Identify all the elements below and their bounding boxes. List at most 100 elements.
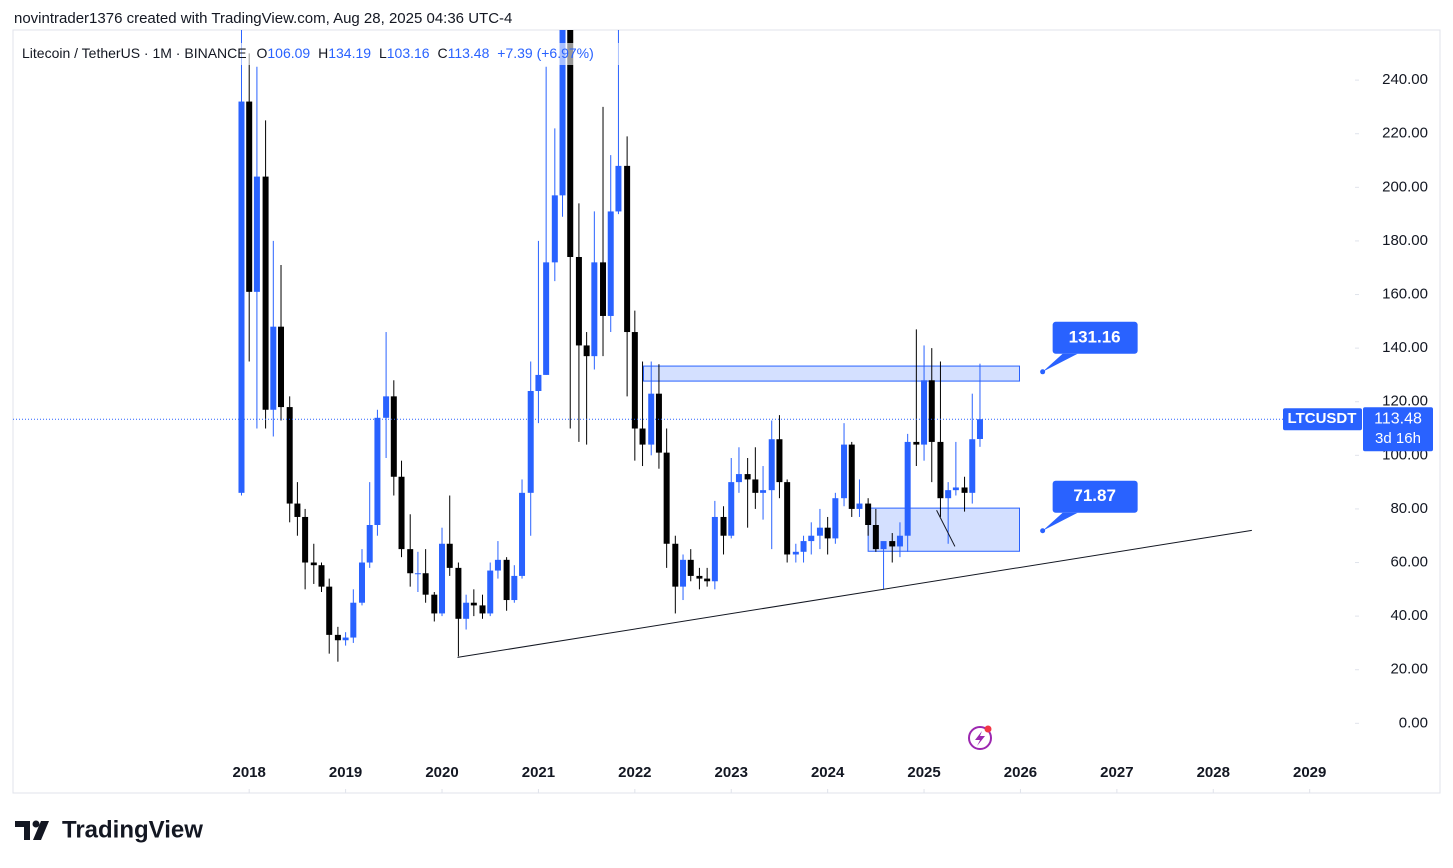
chart-frame <box>12 29 1441 794</box>
candle-body <box>439 543 446 614</box>
legend-o: O <box>257 45 268 61</box>
candle-body <box>937 441 944 499</box>
x-tick-label: 2019 <box>329 764 362 781</box>
candle-body <box>431 594 438 614</box>
candle-body <box>559 30 566 196</box>
ticker-label: LTCUSDT <box>1288 410 1357 427</box>
candle-body <box>824 527 831 539</box>
candle-body <box>816 527 823 536</box>
candle-body <box>800 541 807 552</box>
x-tick-label: 2021 <box>522 764 555 781</box>
candle-body <box>463 602 470 619</box>
candle-body <box>238 101 245 493</box>
x-tick-label: 2022 <box>618 764 651 781</box>
legend-c: C <box>437 45 447 61</box>
candle-body <box>760 490 767 493</box>
candle-body <box>880 541 887 550</box>
y-tick-label: 240.00 <box>1382 71 1428 88</box>
candle-body <box>253 176 260 292</box>
candle-body <box>278 326 285 408</box>
candle-body <box>358 562 365 603</box>
candle-body <box>728 482 735 536</box>
y-tick-label: 40.00 <box>1390 607 1428 624</box>
candle-body <box>808 535 815 542</box>
candle-body <box>479 605 486 614</box>
candle-body <box>286 407 293 504</box>
candle-body <box>680 559 687 587</box>
trend-line <box>457 529 1252 658</box>
candle-body <box>872 524 879 550</box>
candle-body <box>624 165 631 333</box>
candle-body <box>663 452 670 544</box>
candle-body <box>334 634 341 641</box>
x-tick-label: 2026 <box>1004 764 1037 781</box>
price-tag-value: 113.48 <box>1374 410 1422 427</box>
callout-pointer <box>1042 512 1078 531</box>
candle-body <box>856 503 863 509</box>
candle-body <box>583 345 590 357</box>
candle-body <box>575 256 582 346</box>
candle-body <box>270 326 277 410</box>
candle-body <box>928 380 935 442</box>
y-tick-label: 220.00 <box>1382 125 1428 142</box>
candle-body <box>631 332 638 429</box>
candle-body <box>832 498 839 539</box>
x-tick-label: 2018 <box>233 764 266 781</box>
candle-body <box>687 559 694 576</box>
candle-body <box>503 559 510 601</box>
candle-body <box>390 396 397 477</box>
candle-body <box>945 490 952 499</box>
zone <box>643 365 1020 382</box>
candle-body <box>543 262 550 375</box>
candle-body <box>302 516 309 563</box>
candle-body <box>921 380 928 445</box>
candle-body <box>607 211 614 316</box>
candle-body <box>567 30 574 257</box>
y-tick-label: 0.00 <box>1399 714 1428 731</box>
y-tick-label: 160.00 <box>1382 285 1428 302</box>
legend-change: +7.39 (+6.97%) <box>497 45 594 61</box>
x-tick-label: 2029 <box>1293 764 1326 781</box>
candle-body <box>407 549 414 574</box>
callout-label: 71.87 <box>1073 486 1116 505</box>
y-tick-label: 140.00 <box>1382 339 1428 356</box>
legend-close: 113.48 <box>448 45 490 61</box>
x-tick-label: 2020 <box>425 764 458 781</box>
header: novintrader1376 created with TradingView… <box>14 10 512 27</box>
candle-body <box>720 516 727 536</box>
brand: TradingView <box>62 816 203 843</box>
candle-body <box>672 543 679 587</box>
candle-body <box>470 602 477 606</box>
callout-label: 131.16 <box>1069 327 1121 346</box>
candle-body <box>704 578 711 582</box>
candle-body <box>455 567 462 619</box>
candle-body <box>848 444 855 509</box>
legend-h: H <box>318 45 328 61</box>
candle-body <box>768 439 775 491</box>
y-tick-label: 120.00 <box>1382 393 1428 410</box>
candle-body <box>639 428 646 445</box>
legend-bg <box>22 43 622 65</box>
overlay: 131.16 71.87 <box>1040 321 1138 534</box>
candle-body <box>294 503 301 517</box>
candle-body <box>696 575 703 579</box>
candle-body <box>422 573 429 595</box>
y-tick-label: 20.00 <box>1390 661 1428 678</box>
candle-body <box>535 374 542 391</box>
candle-body <box>952 487 959 491</box>
candle-body <box>527 390 534 493</box>
alert-icon <box>968 725 992 750</box>
candle-body <box>896 535 903 547</box>
candle-body <box>776 439 783 483</box>
candle-body <box>310 562 317 566</box>
candle-body <box>865 503 872 525</box>
trend-line <box>936 510 956 547</box>
candle-body <box>246 101 253 292</box>
candle-body <box>414 573 421 575</box>
y-tick-label: 80.00 <box>1390 500 1428 517</box>
candle-body <box>913 441 920 445</box>
candle-body <box>711 516 718 582</box>
legend-high: 134.19 <box>328 45 371 61</box>
candle-body <box>494 559 501 571</box>
